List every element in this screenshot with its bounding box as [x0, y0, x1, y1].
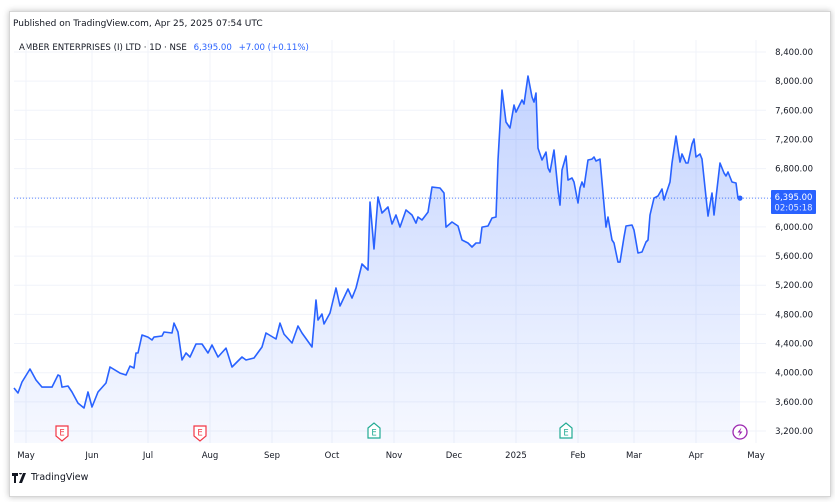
earnings-icon: [55, 425, 69, 442]
y-tick-label: 6,000.00: [775, 223, 813, 233]
earnings-icon: [193, 425, 207, 442]
earnings-icon: [367, 422, 381, 439]
y-tick-label: 6,800.00: [775, 165, 813, 175]
price-label-value: 6,395.00: [775, 193, 813, 203]
y-tick-label: 5,600.00: [775, 252, 813, 262]
y-tick-label: 4,000.00: [775, 369, 813, 379]
dividend-marker[interactable]: [732, 424, 748, 440]
earnings-marker[interactable]: E: [559, 422, 573, 439]
symbol-title: AMBER ENTERPRISES (I) LTD · 1D · NSE: [19, 43, 187, 53]
last-price: 6,395.00: [193, 43, 232, 53]
x-tick-label: Mar: [626, 451, 643, 461]
earnings-marker[interactable]: E: [193, 425, 207, 442]
tradingview-logo-icon: [12, 472, 26, 483]
price-axis-label: 6,395.00 02:05:18: [771, 190, 816, 214]
tradingview-brand[interactable]: TradingView: [12, 472, 88, 483]
earnings-letter: E: [563, 429, 568, 439]
x-tick-label: Sep: [264, 451, 280, 461]
y-tick-label: 4,800.00: [775, 310, 813, 320]
earnings-letter: E: [59, 429, 64, 439]
earnings-marker[interactable]: E: [367, 422, 381, 439]
x-tick-label: Feb: [570, 451, 585, 461]
y-tick-label: 5,200.00: [775, 281, 813, 291]
time-axis[interactable]: May Jun Jul Aug Sep Oct Nov Dec 2025 Feb Mar Apr May: [17, 451, 765, 461]
price-label-countdown: 02:05:18: [774, 204, 812, 214]
y-tick-label: 7,600.00: [775, 106, 813, 116]
y-tick-label: 8,400.00: [775, 48, 813, 58]
x-tick-label: Nov: [386, 451, 403, 461]
x-tick-label: May: [17, 451, 35, 461]
earnings-icon: [559, 422, 573, 439]
earnings-letter: E: [371, 429, 376, 439]
x-tick-label: Jul: [142, 451, 153, 461]
lightning-glyph: [737, 427, 743, 437]
y-tick-label: 3,600.00: [775, 398, 813, 408]
price-area-fill: [14, 76, 740, 443]
x-tick-label: Apr: [689, 451, 704, 461]
x-tick-label: 2025: [505, 451, 527, 461]
y-tick-label: 7,200.00: [775, 135, 813, 145]
price-line: [13, 75, 740, 409]
price-change: +7.00 (+0.11%): [238, 43, 309, 53]
brand-name: TradingView: [31, 472, 89, 483]
published-note: Published on TradingView.com, Apr 25, 20…: [13, 19, 263, 29]
x-tick-label: Oct: [325, 451, 340, 461]
symbol-legend: AMBER ENTERPRISES (I) LTD · 1D · NSE 6,3…: [19, 43, 309, 53]
y-tick-label: 4,400.00: [775, 340, 813, 350]
y-tick-label: 8,000.00: [775, 77, 813, 87]
last-price-dot: [737, 195, 743, 201]
x-tick-label: May: [747, 451, 765, 461]
price-axis[interactable]: 8,400.00 8,000.00 7,600.00 7,200.00 6,800.00…: [775, 48, 813, 437]
y-tick-label: 3,200.00: [775, 427, 813, 437]
x-tick-label: Jun: [84, 451, 98, 461]
earnings-marker[interactable]: E: [55, 425, 69, 442]
x-tick-label: Dec: [446, 451, 463, 461]
earnings-letter: E: [197, 429, 202, 439]
x-tick-label: Aug: [202, 451, 219, 461]
